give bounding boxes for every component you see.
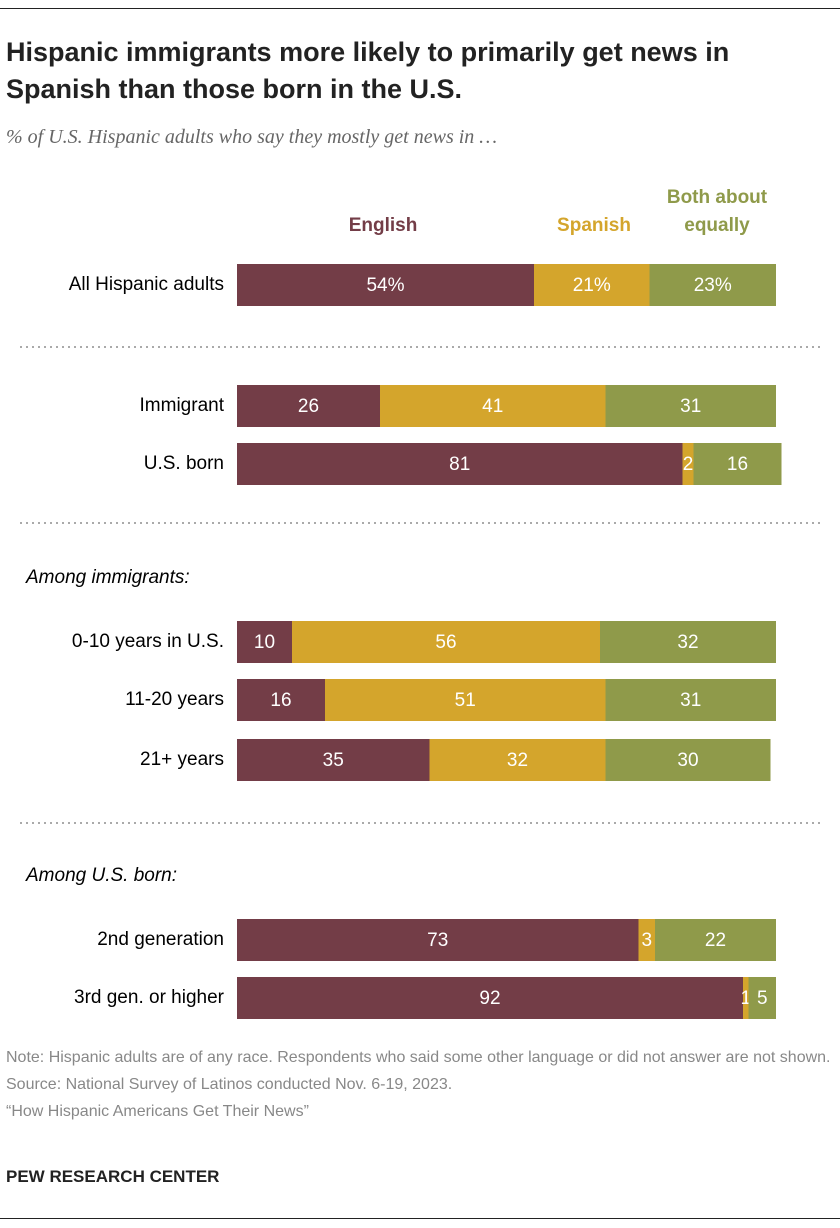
notes: Note: Hispanic adults are of any race. R…	[6, 1044, 836, 1125]
bar-segment	[237, 919, 639, 961]
top-rule	[0, 8, 840, 9]
bar-segment	[605, 679, 776, 721]
bar-segment	[748, 977, 776, 1019]
legend-entry: Spanish	[557, 215, 631, 236]
value-label: 32	[507, 750, 528, 771]
bar-segment	[693, 443, 782, 485]
value-label: 51	[455, 690, 476, 711]
value-label: 73	[427, 930, 448, 951]
value-label: 23%	[694, 275, 732, 296]
chart-title: Hispanic immigrants more likely to prima…	[6, 37, 730, 104]
bar-segment	[638, 919, 655, 961]
credit: PEW RESEARCH CENTER	[6, 1167, 220, 1186]
bar-segment	[600, 621, 776, 663]
value-label: 41	[482, 396, 503, 417]
value-label: 3	[641, 930, 652, 951]
bar-segment	[237, 739, 430, 781]
category-label: U.S. born	[144, 453, 224, 474]
value-label: 54%	[366, 275, 404, 296]
bottom-rule	[0, 1218, 840, 1219]
value-label: 1	[740, 988, 751, 1009]
bar-segment	[534, 264, 650, 306]
category-label: 0-10 years in U.S.	[72, 631, 224, 652]
group-label: Among U.S. born:	[25, 865, 177, 886]
value-label: 81	[449, 454, 470, 475]
value-label: 31	[680, 396, 701, 417]
category-label: 21+ years	[140, 749, 224, 770]
value-label: 32	[677, 632, 698, 653]
category-label: Immigrant	[140, 395, 225, 416]
legend-entry: Both about equally	[666, 187, 768, 236]
bar-segment	[237, 977, 743, 1019]
chart: Among immigrants: Among U.S. born: All His…	[20, 264, 820, 1019]
bar-segment	[655, 919, 776, 961]
bar-segment	[682, 443, 694, 485]
chart-subtitle: % of U.S. Hispanic adults who say they m…	[6, 126, 498, 148]
bar-segment	[237, 621, 292, 663]
bar-segment	[237, 264, 534, 306]
category-label: 3rd gen. or higher	[74, 987, 225, 1008]
bar-segment	[325, 679, 606, 721]
category-label: All Hispanic adults	[69, 274, 224, 295]
bar-segment	[649, 264, 776, 306]
bar-segment	[237, 679, 325, 721]
value-label: 26	[298, 396, 319, 417]
note: Note: Hispanic adults are of any race. R…	[6, 1049, 831, 1066]
value-label: 56	[435, 632, 456, 653]
value-label: 30	[677, 750, 698, 771]
category-label: 11-20 years	[125, 689, 224, 710]
value-label: 31	[680, 690, 701, 711]
bar-segment	[380, 385, 606, 427]
value-label: 5	[757, 988, 768, 1009]
bar-segment	[743, 977, 749, 1019]
group-label: Among immigrants:	[25, 567, 190, 588]
bar-segment	[292, 621, 600, 663]
report-title: “How Hispanic Americans Get Their News”	[6, 1103, 309, 1120]
legend-entry: English	[348, 215, 418, 236]
bar-segment	[237, 385, 380, 427]
value-label: 16	[270, 690, 291, 711]
value-label: 10	[254, 632, 275, 653]
value-label: 22	[705, 930, 726, 951]
value-label: 21%	[573, 275, 611, 296]
category-label: 2nd generation	[97, 929, 224, 950]
source: Source: National Survey of Latinos condu…	[6, 1076, 453, 1093]
bar-segment	[429, 739, 606, 781]
value-label: 16	[727, 454, 748, 475]
value-label: 35	[323, 750, 344, 771]
bar-segment	[605, 739, 771, 781]
value-label: 2	[683, 454, 694, 475]
value-label: 92	[479, 988, 500, 1009]
bar-segment	[605, 385, 776, 427]
bar-segment	[237, 443, 683, 485]
